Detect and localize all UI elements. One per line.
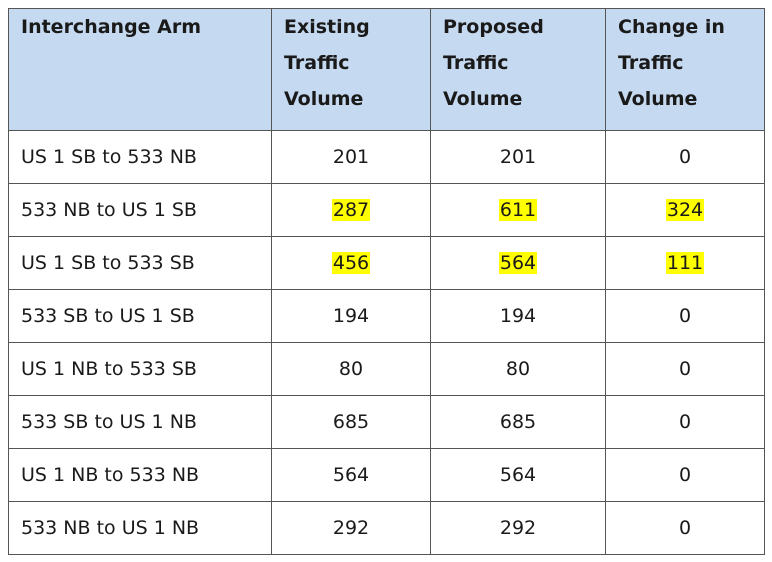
volume-cell: 201 xyxy=(430,130,606,184)
table-row: US 1 SB to 533 NB 201 201 0 xyxy=(8,130,765,184)
highlighted-value: 287 xyxy=(331,199,371,221)
table-row: US 1 NB to 533 NB 564 564 0 xyxy=(8,448,765,502)
volume-cell: 292 xyxy=(430,501,606,555)
volume-cell: 685 xyxy=(430,395,606,449)
highlighted-value: 324 xyxy=(665,199,705,221)
volume-cell: 564 xyxy=(271,448,431,502)
header-cell: Existing Traffic Volume xyxy=(271,8,431,131)
table-row: 533 NB to US 1 SB 287 611 324 xyxy=(8,183,765,237)
arm-cell: 533 NB to US 1 NB xyxy=(8,501,272,555)
volume-cell: 685 xyxy=(271,395,431,449)
volume-cell: 287 xyxy=(271,183,431,237)
arm-cell: US 1 SB to 533 SB xyxy=(8,236,272,290)
volume-cell: 80 xyxy=(271,342,431,396)
header-cell: Proposed Traffic Volume xyxy=(430,8,606,131)
volume-cell: 0 xyxy=(605,130,765,184)
table-row: US 1 NB to 533 SB 80 80 0 xyxy=(8,342,765,396)
volume-cell: 201 xyxy=(271,130,431,184)
table-row: 533 SB to US 1 NB 685 685 0 xyxy=(8,395,765,449)
volume-cell: 324 xyxy=(605,183,765,237)
volume-cell: 564 xyxy=(430,236,606,290)
table-row: US 1 SB to 533 SB 456 564 111 xyxy=(8,236,765,290)
table-row: 533 SB to US 1 SB 194 194 0 xyxy=(8,289,765,343)
arm-cell: 533 SB to US 1 NB xyxy=(8,395,272,449)
arm-cell: US 1 SB to 533 NB xyxy=(8,130,272,184)
header-cell: Interchange Arm xyxy=(8,8,272,131)
header-text: Change in Traffic Volume xyxy=(618,16,725,110)
volume-cell: 611 xyxy=(430,183,606,237)
volume-cell: 456 xyxy=(271,236,431,290)
volume-cell: 292 xyxy=(271,501,431,555)
highlighted-value: 564 xyxy=(498,252,538,274)
highlighted-value: 111 xyxy=(665,252,705,274)
traffic-table: Interchange Arm Existing Traffic Volume … xyxy=(8,8,765,555)
header-row: Interchange Arm Existing Traffic Volume … xyxy=(8,8,765,131)
volume-cell: 0 xyxy=(605,448,765,502)
table-row: 533 NB to US 1 NB 292 292 0 xyxy=(8,501,765,555)
highlighted-value: 456 xyxy=(331,252,371,274)
header-text: Existing Traffic Volume xyxy=(284,16,370,110)
arm-cell: 533 NB to US 1 SB xyxy=(8,183,272,237)
arm-cell: US 1 NB to 533 SB xyxy=(8,342,272,396)
highlighted-value: 611 xyxy=(498,199,538,221)
arm-cell: US 1 NB to 533 NB xyxy=(8,448,272,502)
volume-cell: 194 xyxy=(430,289,606,343)
header-text: Proposed Traffic Volume xyxy=(443,16,544,110)
arm-cell: 533 SB to US 1 SB xyxy=(8,289,272,343)
header-cell: Change in Traffic Volume xyxy=(605,8,765,131)
volume-cell: 0 xyxy=(605,501,765,555)
volume-cell: 0 xyxy=(605,395,765,449)
volume-cell: 80 xyxy=(430,342,606,396)
volume-cell: 0 xyxy=(605,342,765,396)
volume-cell: 194 xyxy=(271,289,431,343)
volume-cell: 564 xyxy=(430,448,606,502)
volume-cell: 0 xyxy=(605,289,765,343)
volume-cell: 111 xyxy=(605,236,765,290)
